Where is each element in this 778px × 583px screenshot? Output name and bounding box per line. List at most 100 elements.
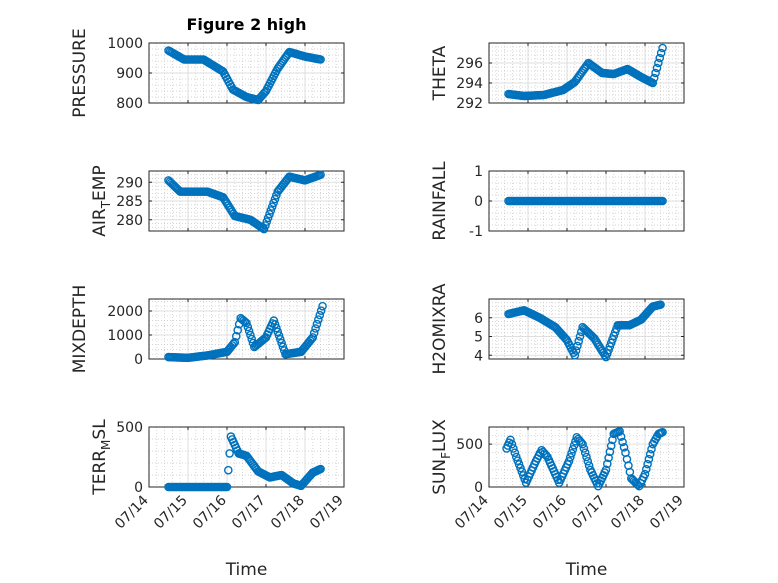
data-point xyxy=(603,459,612,469)
y-tick-label: 1 xyxy=(474,164,483,180)
y-tick-label: 5 xyxy=(474,330,483,346)
y-tick-label: 6 xyxy=(474,311,483,327)
x-tick-label: 07/16 xyxy=(530,492,570,532)
y-tick-label: 500 xyxy=(456,437,483,453)
data-point xyxy=(573,341,582,351)
data-point xyxy=(579,444,589,453)
panel-h2o-mixra: 4 5 6 H2OMIXRA xyxy=(430,283,685,375)
data-point xyxy=(263,213,273,223)
data-series xyxy=(164,46,325,105)
data-point xyxy=(506,435,515,445)
y-tick-label: 4 xyxy=(474,348,483,364)
data-point xyxy=(618,437,627,447)
data-point xyxy=(541,450,551,460)
data-point xyxy=(615,426,624,436)
data-point xyxy=(606,441,616,451)
data-point xyxy=(243,322,253,332)
y-tick-label: 280 xyxy=(116,213,143,229)
data-point xyxy=(316,55,325,64)
data-point xyxy=(262,217,272,226)
panel-mixdepth: 0 1000 2000 MIXDEPTH xyxy=(70,285,345,374)
data-series xyxy=(502,426,667,491)
data-point xyxy=(575,332,585,341)
data-point xyxy=(231,331,241,341)
data-point xyxy=(308,333,318,342)
y-axis-label-main: RAINFALL xyxy=(430,161,450,241)
data-point xyxy=(604,453,613,463)
data-series xyxy=(504,196,667,206)
x-axis-label: Time xyxy=(225,560,268,580)
data-point xyxy=(277,338,286,348)
data-point xyxy=(645,449,655,459)
y-axis-label-subscript: M xyxy=(99,440,113,450)
data-point xyxy=(658,43,667,53)
data-point xyxy=(246,330,255,340)
data-point xyxy=(247,334,256,344)
y-axis-label-main: H2OMIXRA xyxy=(430,283,450,374)
data-point xyxy=(509,444,518,453)
axes-box xyxy=(148,298,345,360)
data-point xyxy=(309,328,319,338)
axes-box xyxy=(488,42,685,104)
data-point xyxy=(270,194,280,204)
data-point xyxy=(655,53,665,63)
x-tick-label: 07/17 xyxy=(229,493,269,533)
data-point xyxy=(605,447,615,457)
data-point xyxy=(564,456,574,466)
data-point xyxy=(658,196,667,206)
data-point xyxy=(565,452,575,462)
y-tick-label: 294 xyxy=(456,76,483,92)
y-tick-label: 0 xyxy=(474,194,483,210)
data-point xyxy=(644,454,654,464)
data-point xyxy=(648,78,658,88)
data-point xyxy=(230,337,240,347)
data-point xyxy=(266,206,276,215)
panel-sun-flux: 0 500 07/14 07/15 07/16 07/17 07/18 07/19 SUNFLU… xyxy=(430,419,687,580)
y-axis-label: RAINFALL xyxy=(430,161,450,241)
data-point xyxy=(654,58,663,68)
y-axis-label-tail: SL xyxy=(90,419,110,440)
data-series xyxy=(504,300,665,362)
data-point xyxy=(311,324,320,333)
panel-terr-msl: 0 500 07/14 07/15 07/16 07/17 07/18 07/19 TERRMS… xyxy=(90,419,347,580)
y-axis-label-main: MIXDEPTH xyxy=(70,285,90,374)
data-point xyxy=(275,334,285,344)
data-point xyxy=(507,439,517,449)
x-tick-label: 07/19 xyxy=(647,493,687,533)
y-axis-label-subscript: T xyxy=(99,200,113,209)
data-point xyxy=(242,318,251,328)
data-point xyxy=(568,444,578,454)
y-axis-label-main: PRESSURE xyxy=(70,28,90,117)
y-tick-label: 292 xyxy=(456,96,483,112)
data-point xyxy=(656,48,666,58)
y-axis-label-tail: EMP xyxy=(90,165,110,201)
data-point xyxy=(569,440,579,450)
data-point xyxy=(274,331,284,340)
panel-rainfall: -1 0 1 RAINFALL xyxy=(430,161,685,241)
data-point xyxy=(269,198,278,208)
axes-box xyxy=(148,426,345,488)
y-tick-label: 500 xyxy=(116,420,143,436)
data-point xyxy=(267,202,277,211)
y-tick-label: 1000 xyxy=(107,328,143,344)
x-tick-label: 07/14 xyxy=(112,492,152,532)
y-tick-label: 0 xyxy=(134,352,143,368)
y-axis-label: THETA xyxy=(430,45,450,101)
data-point xyxy=(316,306,326,315)
y-tick-label: 0 xyxy=(474,480,483,496)
data-point xyxy=(643,459,652,469)
y-tick-label: 290 xyxy=(116,175,143,191)
y-axis-label: H2OMIXRA xyxy=(430,283,450,374)
data-series xyxy=(504,43,667,101)
data-point xyxy=(258,223,267,233)
x-tick-label: 07/19 xyxy=(307,493,347,533)
y-tick-label: 0 xyxy=(134,480,143,496)
y-tick-label: 800 xyxy=(116,96,143,112)
data-point xyxy=(649,73,659,83)
y-axis-label: SUNFLUX xyxy=(430,419,453,495)
data-point xyxy=(318,301,327,311)
x-tick-label: 07/15 xyxy=(151,493,191,533)
x-tick-label: 07/18 xyxy=(608,493,648,533)
